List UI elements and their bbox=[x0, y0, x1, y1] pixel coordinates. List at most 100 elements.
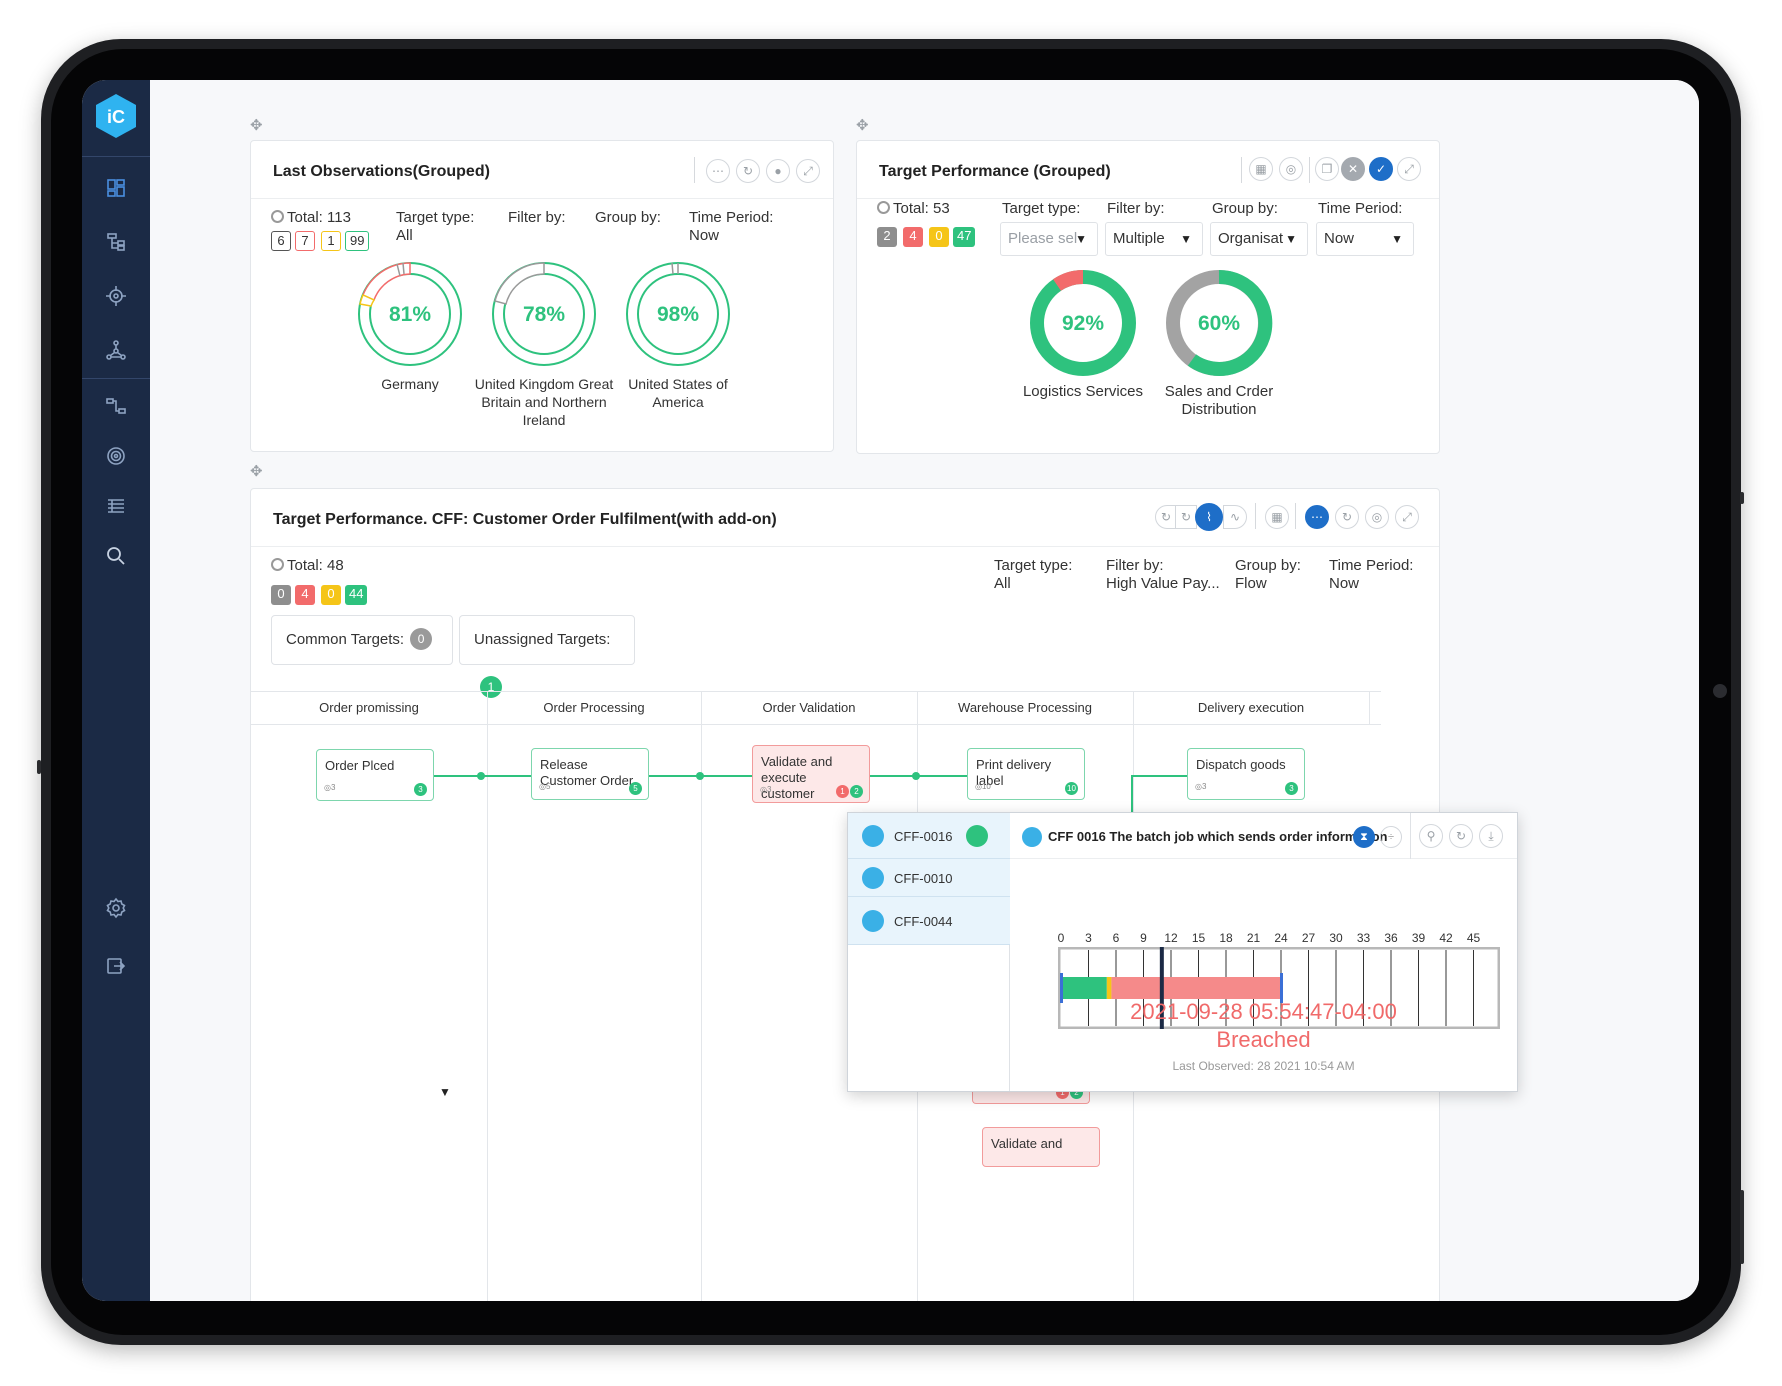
node-target-count: ◎10 bbox=[975, 782, 991, 791]
expand-icon[interactable]: ⤢ bbox=[1395, 505, 1419, 529]
screen: iC bbox=[82, 80, 1699, 1301]
sort-icon[interactable]: ÷ bbox=[1380, 826, 1402, 848]
timeline-tick-label: 45 bbox=[1466, 931, 1481, 945]
more-icon[interactable]: ⋯ bbox=[706, 159, 730, 183]
caret-down-icon: ▼ bbox=[1075, 232, 1087, 246]
node-badge-green: 5 bbox=[629, 782, 642, 795]
time-period-value: Now bbox=[689, 227, 720, 244]
globe-icon[interactable]: ◎ bbox=[1279, 157, 1303, 181]
hierarchy-icon[interactable] bbox=[104, 230, 128, 254]
search-icon[interactable] bbox=[104, 544, 128, 568]
network-icon[interactable] bbox=[104, 338, 128, 362]
node-target-count: ◎3 bbox=[760, 785, 772, 794]
scroll-down-icon[interactable]: ▼ bbox=[439, 1085, 451, 1099]
confirm-icon[interactable]: ✓ bbox=[1369, 157, 1393, 181]
refresh-icon[interactable]: ↻ bbox=[1449, 824, 1473, 848]
target-icon bbox=[271, 210, 284, 223]
unassigned-targets-button[interactable]: Unassigned Targets: 1 bbox=[459, 615, 635, 698]
donut-logistics-services[interactable]: 92% bbox=[1027, 267, 1139, 379]
list-icon[interactable] bbox=[104, 494, 128, 518]
target-list-item-cff-0010[interactable]: CFF-0010 bbox=[848, 859, 1010, 897]
node-badge-green: 3 bbox=[414, 783, 427, 796]
expand-icon[interactable]: ⤢ bbox=[1397, 157, 1421, 181]
flow-node-print-delivery-label[interactable]: Print delivery label ◎10 10 bbox=[967, 748, 1085, 800]
timeline-tick-label: 42 bbox=[1439, 931, 1453, 945]
globe-icon[interactable]: ◎ bbox=[1365, 505, 1389, 529]
common-targets-button[interactable]: Common Targets: 0 bbox=[271, 615, 453, 665]
logout-icon[interactable] bbox=[104, 954, 128, 978]
timeline-tick-label: 27 bbox=[1301, 931, 1316, 945]
flow-node-validate-partial[interactable]: Validate and bbox=[982, 1127, 1100, 1167]
hourglass-icon bbox=[862, 825, 884, 847]
refresh-icon[interactable]: ↻ bbox=[1155, 505, 1177, 529]
flow-divider bbox=[701, 691, 702, 1301]
target-performance-grouped-card: Target Performance (Grouped) ▦ ◎ ❐ ✕ ✓ ⤢… bbox=[856, 140, 1440, 454]
node-badge-green: 10 bbox=[1065, 782, 1078, 795]
pin-icon[interactable]: ⚲ bbox=[1419, 824, 1443, 848]
app-logo[interactable]: iC bbox=[94, 92, 138, 140]
count-yellow: 1 bbox=[321, 231, 341, 251]
donut-united-states[interactable]: 98% bbox=[623, 259, 733, 369]
toolbar-separator bbox=[1309, 157, 1310, 183]
radar-icon[interactable] bbox=[104, 444, 128, 468]
donut-germany[interactable]: 81% bbox=[355, 259, 465, 369]
timeline-chart[interactable] bbox=[1058, 947, 1500, 1029]
window-icon[interactable]: ❐ bbox=[1315, 157, 1339, 181]
timeline-tick-label: 18 bbox=[1219, 931, 1233, 945]
target-list-item-cff-0016[interactable]: CFF-0016 bbox=[848, 813, 1010, 859]
flow-connector bbox=[1131, 775, 1187, 777]
donut-united-kingdom[interactable]: 78% bbox=[489, 259, 599, 369]
caret-down-icon: ▼ bbox=[1391, 232, 1403, 246]
more-icon[interactable]: ⋯ bbox=[1305, 505, 1329, 529]
target-list-item-cff-0044[interactable]: CFF-0044 bbox=[848, 897, 1010, 945]
donut-percentage: 98% bbox=[657, 303, 699, 326]
close-icon[interactable]: ✕ bbox=[1341, 157, 1365, 181]
settings-icon[interactable] bbox=[104, 896, 128, 920]
breach-timestamp: 2021-09-28 05:54:47-04:00 bbox=[1130, 999, 1397, 1024]
flow-node-validate-execute[interactable]: Validate and execute customer ◎3 1 2 bbox=[752, 745, 870, 803]
delete-icon[interactable]: ▦ bbox=[1249, 157, 1273, 181]
hourglass-button[interactable]: ⧗ bbox=[1353, 826, 1375, 848]
download-icon[interactable]: ⤓ bbox=[1479, 824, 1503, 848]
time-period-select[interactable]: Now ▼ bbox=[1316, 222, 1414, 256]
trend-icon[interactable]: ∿ bbox=[1223, 505, 1247, 529]
flow-header: Order promissing Order Processing Order … bbox=[251, 691, 1381, 725]
node-target-count-value: 10 bbox=[981, 782, 991, 791]
filter-select[interactable]: Multiple ▼ bbox=[1105, 222, 1203, 256]
node-target-count-value: 3 bbox=[330, 783, 336, 792]
flow-icon[interactable] bbox=[104, 394, 128, 418]
card-title: Last Observations(Grouped) bbox=[273, 163, 490, 180]
delete-icon[interactable]: ▦ bbox=[1265, 505, 1289, 529]
user-icon[interactable]: ● bbox=[766, 159, 790, 183]
flow-node-release-customer-order[interactable]: Release Customer Order ◎5 5 bbox=[531, 748, 649, 800]
donut-percentage: 60% bbox=[1198, 312, 1240, 335]
node-badge-green: 2 bbox=[850, 785, 863, 798]
hourglass-icon bbox=[1022, 827, 1042, 847]
total-text: Total: 48 bbox=[287, 557, 344, 574]
donut-sales-distribution[interactable]: 60% bbox=[1163, 267, 1275, 379]
timeline-tick-label: 9 bbox=[1140, 931, 1147, 945]
donut-label: Germany bbox=[381, 376, 439, 392]
target-type-select[interactable]: Please sel ▼ bbox=[1000, 222, 1098, 256]
flow-node-dispatch-goods[interactable]: Dispatch goods ◎3 3 bbox=[1187, 748, 1305, 800]
flow-column-header: Warehouse Processing bbox=[958, 700, 1092, 715]
drag-handle-icon[interactable]: ✥ bbox=[856, 117, 869, 134]
group-select[interactable]: Organisat ▼ bbox=[1210, 222, 1308, 256]
timeline-current-marker bbox=[1159, 947, 1164, 1029]
count-grey: 2 bbox=[877, 227, 897, 247]
refresh-icon[interactable]: ↻ bbox=[736, 159, 760, 183]
line-chart-icon[interactable]: ⌇ bbox=[1195, 503, 1223, 531]
side-button bbox=[1740, 1190, 1744, 1264]
caret-down-icon: ▼ bbox=[1285, 232, 1297, 246]
expand-icon[interactable]: ⤢ bbox=[796, 159, 820, 183]
flow-node-order-placed[interactable]: Order Plced ◎3 3 bbox=[316, 749, 434, 801]
donut-label: Logistics Services bbox=[1022, 383, 1144, 400]
timeline-bar-red bbox=[1111, 977, 1281, 999]
target-crosshair-icon[interactable] bbox=[104, 284, 128, 308]
dashboard-icon[interactable] bbox=[104, 176, 128, 200]
drag-handle-icon[interactable]: ✥ bbox=[250, 117, 263, 134]
refresh-icon[interactable]: ↻ bbox=[1335, 505, 1359, 529]
total-text: Total: 53 bbox=[893, 200, 950, 217]
refresh-icon[interactable]: ↻ bbox=[1175, 505, 1197, 529]
drag-handle-icon[interactable]: ✥ bbox=[250, 463, 263, 480]
